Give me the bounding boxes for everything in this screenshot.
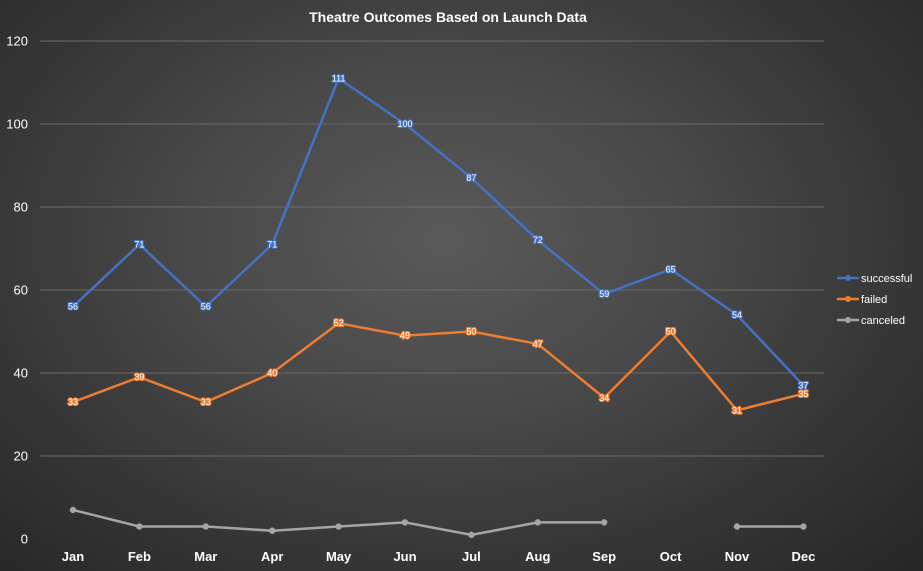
data-point-failed (800, 390, 807, 397)
y-tick-label: 0 (21, 532, 28, 547)
y-tick-label: 120 (6, 34, 28, 49)
data-point-failed (335, 319, 342, 327)
data-label-failed: 52 (334, 318, 344, 328)
y-tick-label: 40 (14, 366, 28, 381)
data-point-successful (468, 174, 475, 182)
data-label-failed: 34 (599, 393, 609, 403)
y-tick-label: 20 (14, 449, 28, 464)
legend-label: successful (861, 273, 912, 285)
x-tick-label: Feb (128, 549, 151, 564)
data-point-successful (69, 303, 77, 310)
data-point-successful (136, 241, 143, 248)
x-tick-label: Dec (791, 549, 815, 564)
x-tick-label: Jun (393, 549, 416, 564)
data-label-successful: 72 (533, 235, 543, 245)
data-label-failed: 33 (68, 397, 78, 407)
y-tick-label: 100 (6, 117, 28, 132)
series-lines (69, 75, 807, 539)
data-point-canceled (69, 506, 77, 514)
legend: successful failed canceled (836, 273, 912, 327)
legend-swatch-marker (845, 317, 851, 323)
data-point-failed (468, 328, 475, 335)
data-point-successful (202, 303, 210, 310)
series-line-successful (71, 77, 805, 387)
data-label-successful: 59 (599, 289, 609, 299)
y-axis-ticks: 0 20 40 60 80 100 120 (6, 34, 28, 547)
legend-swatch-marker (845, 296, 851, 302)
data-point-canceled (733, 523, 741, 530)
data-point-canceled (136, 523, 143, 530)
data-point-canceled (268, 527, 276, 534)
x-tick-label: Jul (462, 549, 481, 564)
data-label-successful: 87 (466, 173, 476, 183)
data-point-successful (401, 120, 409, 128)
data-point-failed (401, 332, 409, 339)
data-point-successful (268, 241, 276, 248)
data-point-canceled (401, 519, 409, 526)
data-point-failed (667, 328, 674, 335)
data-point-canceled (600, 519, 608, 526)
data-label-successful: 56 (201, 302, 211, 312)
data-label-failed: 40 (267, 368, 277, 378)
data-label-failed: 39 (134, 372, 144, 382)
data-label-successful: 54 (732, 310, 742, 320)
data-point-successful (800, 382, 807, 389)
data-label-failed: 50 (466, 327, 476, 337)
data-label-failed: 47 (533, 339, 543, 349)
data-label-failed: 35 (798, 389, 808, 399)
data-point-failed (733, 407, 741, 414)
x-tick-label: Oct (660, 549, 682, 564)
data-point-failed (69, 398, 77, 406)
data-label-failed: 33 (201, 397, 211, 407)
data-point-canceled (202, 523, 210, 530)
data-point-failed (202, 398, 210, 406)
data-label-successful: 65 (666, 264, 676, 274)
data-point-failed (268, 369, 276, 377)
data-label-successful: 56 (68, 302, 78, 312)
x-tick-label: Apr (261, 549, 283, 564)
data-label-successful: 71 (267, 239, 277, 249)
legend-label: failed (861, 294, 887, 306)
data-label-failed: 31 (732, 405, 742, 415)
x-tick-label: Aug (525, 549, 550, 564)
data-point-successful (600, 290, 608, 298)
data-label-successful: 71 (134, 239, 144, 249)
legend-swatch-marker (845, 275, 851, 281)
data-label-failed: 50 (666, 327, 676, 337)
data-point-failed (136, 373, 143, 381)
data-point-successful (534, 236, 542, 244)
y-tick-label: 80 (14, 200, 28, 215)
series-line-canceled (71, 508, 606, 537)
data-point-failed (600, 394, 608, 402)
data-label-successful: 111 (332, 73, 346, 83)
data-point-successful (733, 311, 741, 319)
gridlines (40, 40, 824, 457)
data-point-successful (335, 75, 342, 82)
data-label-successful: 37 (798, 380, 808, 390)
x-tick-label: May (326, 549, 352, 564)
y-tick-label: 60 (14, 283, 28, 298)
legend-label: canceled (861, 315, 905, 327)
data-point-failed (534, 340, 542, 348)
x-tick-label: Jan (62, 549, 84, 564)
data-point-successful (667, 266, 674, 273)
data-point-canceled (800, 523, 807, 530)
x-tick-label: Sep (592, 549, 616, 564)
x-tick-label: Nov (725, 549, 750, 564)
data-label-failed: 49 (400, 331, 410, 341)
x-axis-ticks: Jan Feb Mar Apr May Jun Jul Aug Sep Oct Nov Dec (62, 549, 816, 564)
series-line-failed (71, 321, 805, 412)
data-point-canceled (468, 531, 475, 539)
data-label-successful: 100 (397, 119, 412, 129)
data-point-canceled (335, 523, 342, 530)
x-tick-label: Mar (194, 549, 217, 564)
data-point-canceled (534, 519, 542, 526)
data-labels: 56 71 56 71 111 100 87 72 59 65 54 37 33 39 33 40 52 49 50… (67, 72, 810, 416)
chart-title: Theatre Outcomes Based on Launch Data (309, 9, 587, 25)
